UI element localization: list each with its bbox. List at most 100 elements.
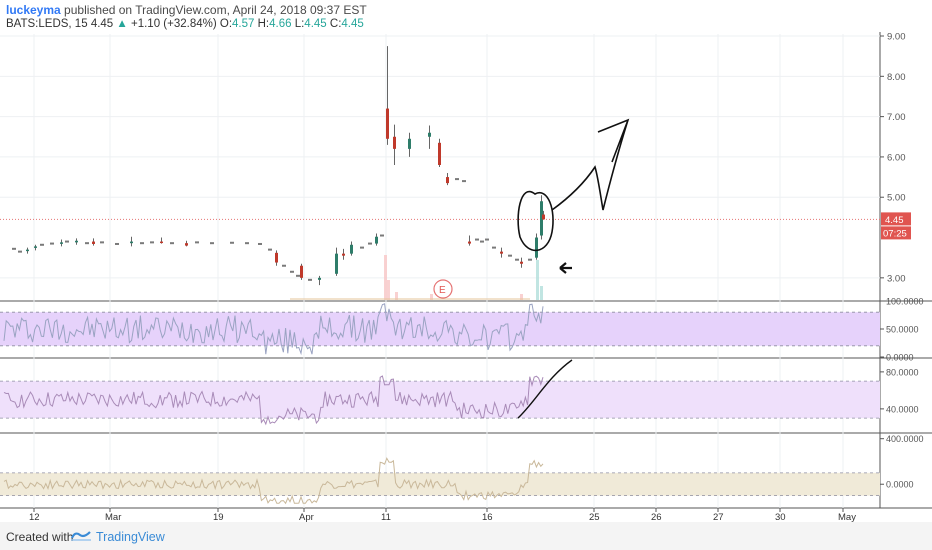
y-tick-label: 0.0000 <box>886 480 914 490</box>
volume-bar <box>395 292 398 300</box>
x-tick-label: 30 <box>775 512 786 522</box>
small-candle <box>455 178 459 181</box>
small-candle <box>515 258 519 261</box>
candle-body <box>468 241 471 244</box>
y-tick-label: 0.0000 <box>886 353 914 363</box>
last-price: 4.45 <box>90 18 114 30</box>
y-tick-label: 9.00 <box>887 32 906 43</box>
small-candle <box>282 264 286 267</box>
candle-body <box>428 132 431 137</box>
candle-body <box>75 240 78 243</box>
small-candle <box>65 240 69 243</box>
high-value: 4.66 <box>269 18 292 30</box>
small-candle <box>258 242 262 245</box>
low-label: L: <box>294 18 305 30</box>
y-tick-label: 3.00 <box>887 273 906 284</box>
small-candle <box>296 274 300 277</box>
drawing-up-arrow <box>551 118 630 211</box>
earnings-marker <box>433 279 453 299</box>
last-price-badge-label: 4.45 <box>885 215 904 226</box>
small-candle <box>170 242 174 245</box>
small-candle <box>85 242 89 245</box>
countdown-badge-label: 07:25 <box>883 228 907 239</box>
small-candle <box>50 242 54 245</box>
author-link[interactable]: luckeyma <box>6 3 61 17</box>
x-tick-label: 16 <box>482 512 493 522</box>
candle-body <box>160 241 163 244</box>
candle-body <box>408 138 411 149</box>
y-tick-label: 100.0000 <box>886 297 924 307</box>
small-candle <box>528 258 532 261</box>
x-tick-label: 25 <box>589 512 600 522</box>
small-candle <box>290 270 294 273</box>
x-tick-label: Mar <box>105 512 121 522</box>
small-candle <box>18 250 22 253</box>
candle-body <box>446 177 449 184</box>
candle-body <box>542 214 545 220</box>
volume-bar <box>540 286 543 300</box>
candle-body <box>500 251 503 254</box>
oscillator-line <box>3 303 544 356</box>
volume-bar <box>387 280 390 300</box>
publish-info: published on TradingView.com, April 24, … <box>64 3 367 17</box>
y-tick-label: 7.00 <box>887 112 906 123</box>
small-candle <box>485 238 489 241</box>
tradingview-logo-icon[interactable] <box>70 528 92 545</box>
last-price-badge <box>881 212 911 226</box>
y-tick-label: 8.00 <box>887 72 906 83</box>
small-candle <box>475 238 479 241</box>
x-tick-label: 12 <box>29 512 40 522</box>
small-candle <box>492 246 496 249</box>
candle-body <box>130 241 133 244</box>
candle-body <box>318 277 321 280</box>
candle-body <box>335 253 338 274</box>
footer-bar: Created with TradingView <box>0 522 932 550</box>
oscillator-line <box>3 457 544 505</box>
small-candle <box>230 241 234 244</box>
oscillator-band <box>0 381 880 419</box>
volume-bar <box>430 294 433 300</box>
small-candle <box>245 242 249 245</box>
candle-body <box>92 241 95 244</box>
small-candle <box>462 180 466 183</box>
candle-body <box>300 265 303 278</box>
small-candle <box>368 242 372 245</box>
x-tick-label: 11 <box>381 512 391 522</box>
x-tick-label: May <box>838 512 856 522</box>
tradingview-link[interactable]: TradingView <box>96 530 165 544</box>
y-tick-label: 80.0000 <box>886 367 919 377</box>
x-tick-label: 26 <box>651 512 662 522</box>
volume-bar <box>384 255 387 300</box>
candle-body <box>185 243 188 246</box>
candle-body <box>540 201 543 236</box>
drawing-circle <box>517 190 554 252</box>
candle-body <box>386 108 389 139</box>
candle-body <box>535 237 538 258</box>
candle-body <box>350 244 353 254</box>
y-tick-label: 50.0000 <box>886 325 919 335</box>
symbol-label: BATS:LEDS, 15 <box>6 18 88 30</box>
high-label: H: <box>257 18 270 30</box>
small-candle <box>150 241 154 244</box>
small-candle <box>100 241 104 244</box>
candle-body <box>275 252 278 263</box>
up-arrow-icon: ▲ <box>116 18 128 30</box>
small-candle <box>12 247 16 250</box>
y-tick-label: 40.0000 <box>886 404 919 414</box>
x-tick-label: Apr <box>299 512 314 522</box>
ticker-bar: BATS:LEDS, 15 4.45 ▲ +1.10 (+32.84%) O:4… <box>6 16 364 32</box>
drawing-trend-line <box>517 359 573 419</box>
candle-body <box>26 249 29 252</box>
small-candle <box>308 278 312 281</box>
chart-area[interactable]: 9.00 8.00 7.00 6.00 5.00 3.00 4.45 07:25 E 100.00… <box>0 32 932 522</box>
x-tick-label: 27 <box>713 512 724 522</box>
candle-body <box>520 261 523 264</box>
oscillator-band <box>0 472 880 496</box>
candle-body <box>34 246 37 248</box>
candle-body <box>60 242 63 244</box>
small-candle <box>140 242 144 245</box>
low-value: 4.45 <box>304 18 327 30</box>
countdown-badge <box>881 226 911 240</box>
earnings-marker-label: E <box>439 285 446 296</box>
close-value: 4.45 <box>341 18 364 30</box>
